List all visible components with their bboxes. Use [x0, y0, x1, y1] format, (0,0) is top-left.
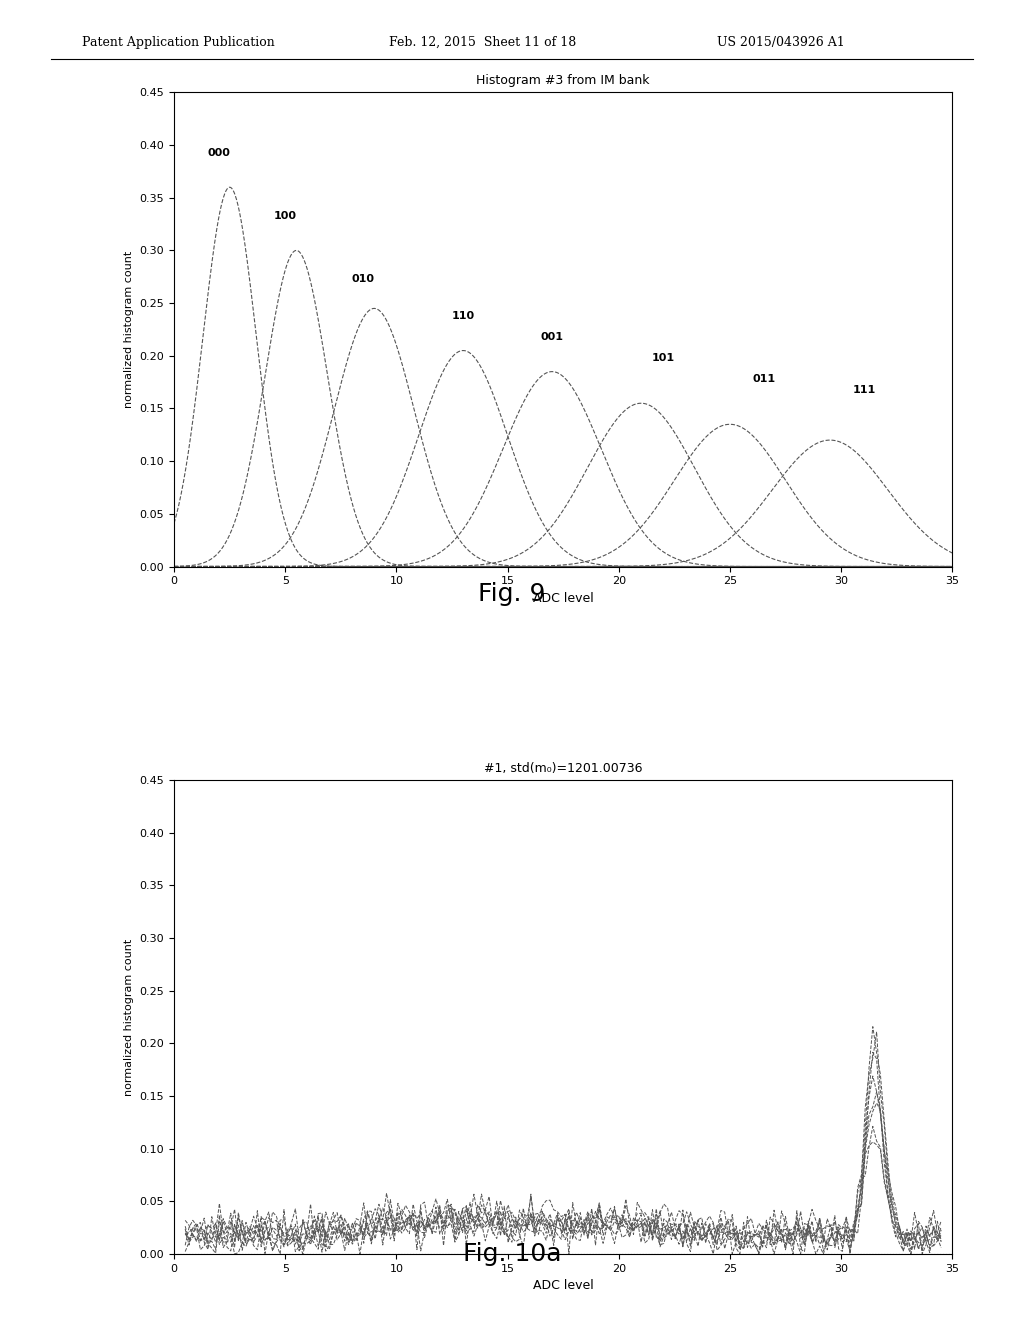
- Y-axis label: normalized histogram count: normalized histogram count: [124, 939, 134, 1096]
- Y-axis label: normalized histogram count: normalized histogram count: [124, 251, 134, 408]
- Text: 011: 011: [753, 374, 775, 384]
- Text: Feb. 12, 2015  Sheet 11 of 18: Feb. 12, 2015 Sheet 11 of 18: [389, 36, 577, 49]
- Title: #1, std(m₀)=1201.00736: #1, std(m₀)=1201.00736: [484, 762, 642, 775]
- Text: 101: 101: [652, 352, 675, 363]
- X-axis label: ADC level: ADC level: [532, 591, 594, 605]
- Title: Histogram #3 from IM bank: Histogram #3 from IM bank: [476, 74, 650, 87]
- Text: Patent Application Publication: Patent Application Publication: [82, 36, 274, 49]
- X-axis label: ADC level: ADC level: [532, 1279, 594, 1292]
- Text: Fig. 9: Fig. 9: [478, 582, 546, 606]
- Text: 010: 010: [352, 275, 375, 284]
- Text: 001: 001: [541, 333, 564, 342]
- Text: 100: 100: [274, 211, 297, 220]
- Text: 000: 000: [208, 148, 230, 157]
- Text: Fig. 10a: Fig. 10a: [463, 1242, 561, 1266]
- Text: US 2015/043926 A1: US 2015/043926 A1: [717, 36, 845, 49]
- Text: 111: 111: [852, 384, 876, 395]
- Text: 110: 110: [452, 312, 475, 321]
